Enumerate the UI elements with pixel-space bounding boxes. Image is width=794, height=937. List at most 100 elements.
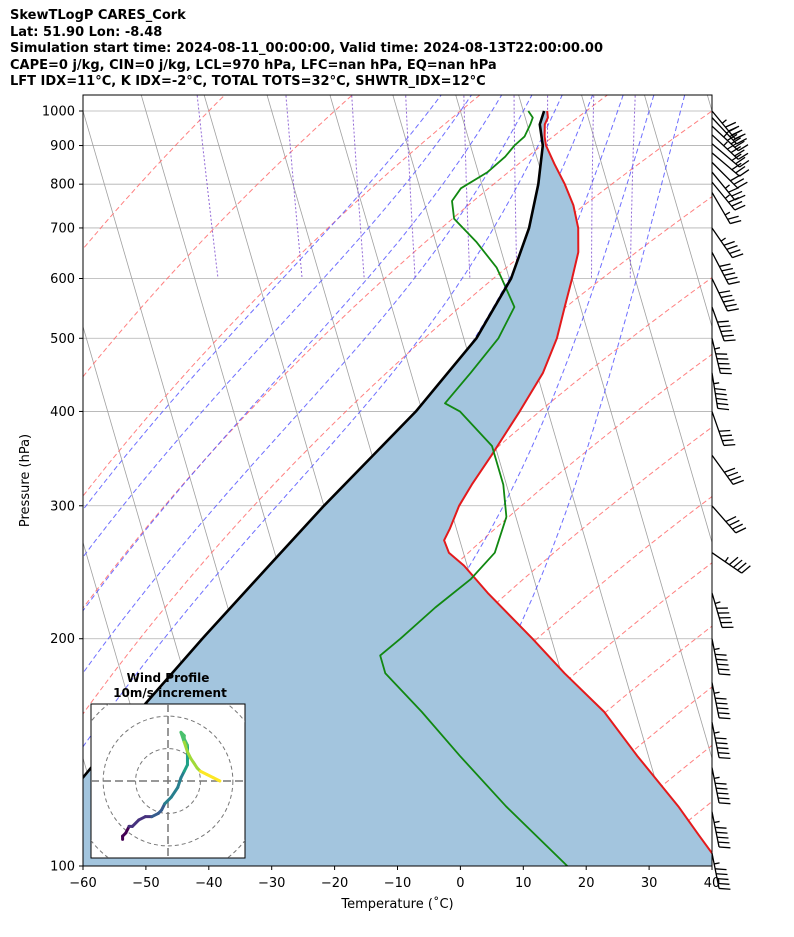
wind-barb: [711, 811, 731, 849]
barb-flag: [725, 121, 737, 128]
x-tick-label: 30: [641, 876, 658, 891]
barb-shaft: [711, 227, 733, 258]
y-tick-label: 1000: [42, 104, 75, 119]
hodograph-segment: [176, 776, 183, 789]
chart-header: SkewTLogP CARES_Cork Lat: 51.90 Lon: -8.…: [10, 8, 603, 91]
x-tick-label: −20: [321, 876, 348, 891]
barb-shaft: [711, 117, 738, 145]
barb-flag: [739, 159, 750, 168]
isotherm-line: [766, 80, 794, 883]
moist-adiabat: [236, 95, 655, 866]
dry-adiabat: [83, 110, 712, 715]
wind-barb: [711, 134, 749, 160]
barb-flag: [729, 219, 742, 225]
barb-flag: [727, 215, 739, 220]
barb-flag: [722, 334, 734, 337]
barb-flag: [715, 697, 727, 700]
barb-shaft: [711, 251, 730, 285]
barb-flag: [716, 873, 728, 876]
barb-flag: [732, 253, 744, 259]
barb-flag: [735, 165, 746, 174]
barb-flag: [726, 276, 738, 281]
barb-shaft: [711, 143, 740, 168]
barb-shaft: [711, 192, 731, 224]
hodograph-segment: [182, 740, 189, 754]
y-axis-label: Pressure (hPa): [18, 434, 33, 527]
barb-flag: [730, 145, 742, 154]
barb-flag: [718, 668, 730, 671]
barb-flag: [739, 169, 750, 177]
dry-adiabat: [83, 95, 354, 378]
barb-flag: [734, 140, 745, 148]
wind-barb: [711, 454, 744, 486]
barb-flag: [716, 397, 728, 401]
sounding-traces: [83, 110, 712, 866]
barb-shaft: [711, 454, 734, 485]
barb-flag: [731, 153, 742, 162]
barb-half-flag: [723, 141, 728, 147]
barb-half-flag: [714, 647, 720, 651]
moist-adiabat: [365, 95, 686, 866]
barb-flag: [715, 826, 727, 829]
barb-shaft: [711, 552, 743, 574]
hodograph-segment: [211, 776, 222, 783]
barb-shaft: [711, 853, 720, 889]
hodograph-segment: [169, 785, 180, 799]
isotherm-line: [581, 95, 712, 544]
barb-shaft: [711, 505, 737, 534]
barb-flag: [731, 190, 743, 197]
moist-adiabat: [83, 95, 473, 558]
barb-flag: [731, 200, 743, 207]
wind-barb: [711, 338, 732, 375]
barb-flag: [729, 249, 741, 255]
barb-flag: [715, 392, 727, 396]
barb-flag: [726, 127, 737, 134]
barb-flag: [733, 559, 743, 568]
barb-flag: [720, 294, 733, 299]
x-tick-label: −10: [384, 876, 411, 891]
barb-half-flag: [723, 132, 728, 138]
barb-shaft: [711, 161, 738, 189]
dry-adiabat: [242, 426, 712, 866]
barb-flag: [719, 887, 731, 890]
hodograph-segment: [189, 756, 199, 770]
barb-shaft: [711, 411, 725, 446]
barb-shaft: [711, 110, 736, 140]
barb-flag: [728, 556, 739, 566]
mixing-ratio-line: [196, 95, 219, 279]
barb-flag: [716, 658, 728, 661]
barb-flag: [714, 387, 726, 391]
wind-barb: [711, 722, 731, 760]
barb-shaft: [711, 811, 720, 848]
barb-flag: [717, 320, 729, 323]
barb-half-flag: [714, 862, 720, 865]
barb-flag: [741, 565, 751, 574]
barb-flag: [734, 204, 746, 211]
barb-flag: [716, 742, 728, 745]
y-tick-label: 300: [50, 499, 75, 514]
x-tick-label: −60: [69, 876, 96, 891]
barb-flag: [717, 792, 729, 795]
y-tick-label: 700: [50, 221, 75, 236]
barb-flag: [728, 281, 740, 285]
barb-flag: [732, 134, 744, 141]
moist-adiabat: [83, 95, 442, 511]
y-tick-label: 800: [50, 178, 75, 193]
barb-flag: [717, 747, 729, 750]
barb-shaft: [711, 306, 725, 342]
barb-shaft: [711, 767, 720, 804]
mixing-ratio-line: [285, 95, 303, 279]
barb-flag: [729, 130, 741, 138]
wind-barb: [711, 117, 748, 145]
barb-half-flag: [714, 347, 721, 350]
mixing-ratio-line: [513, 95, 518, 279]
barb-shaft: [711, 638, 720, 675]
barb-flag: [724, 467, 736, 473]
barb-flag: [716, 787, 728, 790]
barb-flag: [717, 836, 729, 839]
wind-barb: [711, 227, 744, 259]
barb-flag: [718, 797, 730, 800]
barb-flag: [730, 174, 741, 182]
